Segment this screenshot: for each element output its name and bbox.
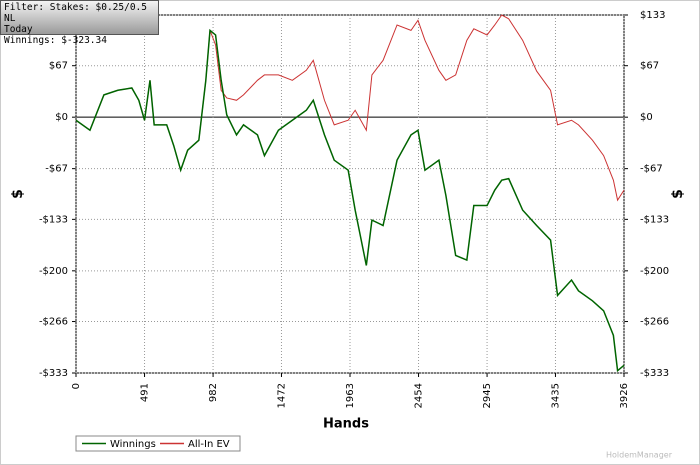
y2-tick-label: $133 <box>640 10 665 21</box>
x-axis-label: Hands <box>323 417 369 432</box>
y-tick-label: -$133 <box>39 214 68 225</box>
filter-box: Filter: Stakes: $0.25/0.5 NL Today Winni… <box>0 0 159 46</box>
x-tick-label: 982 <box>208 383 219 402</box>
info-line: Filter: Stakes: $0.25/0.5 NL <box>4 2 147 24</box>
y-axis-label: $ <box>10 189 26 199</box>
y2-tick-label: $0 <box>640 112 653 123</box>
x-tick-label: 1963 <box>345 383 356 408</box>
x-tick-label: 0 <box>71 383 82 389</box>
y2-tick-label: $67 <box>640 61 659 72</box>
x-tick-label: 3435 <box>550 383 561 408</box>
y2-tick-label: -$133 <box>640 214 669 225</box>
x-tick-label: 3926 <box>619 383 630 408</box>
y2-tick-label: -$200 <box>640 266 669 277</box>
watermark: HoldemManager <box>606 451 673 460</box>
y2-tick-label: -$67 <box>640 164 663 175</box>
y2-axis-label: $ <box>670 189 686 199</box>
y-tick-label: -$67 <box>45 164 68 175</box>
y-tick-label: $0 <box>55 112 68 123</box>
info-line: Today <box>4 24 33 35</box>
plot-area <box>75 14 625 374</box>
info-line: Winnings: $-323.34 <box>4 35 107 46</box>
legend-label: All-In EV <box>188 439 230 450</box>
x-tick-label: 491 <box>140 383 151 402</box>
y-tick-label: -$333 <box>39 368 68 379</box>
y-tick-label: -$266 <box>39 317 68 328</box>
y2-tick-label: -$333 <box>640 368 669 379</box>
x-tick-label: 2945 <box>482 383 493 408</box>
y-tick-label: -$200 <box>39 266 68 277</box>
y-tick-label: $67 <box>49 61 68 72</box>
x-tick-label: 1472 <box>276 383 287 408</box>
y2-tick-label: -$266 <box>640 317 669 328</box>
series-line <box>75 28 625 373</box>
legend-label: Winnings <box>110 439 156 450</box>
legend <box>75 435 241 452</box>
x-tick-label: 2454 <box>414 383 425 408</box>
